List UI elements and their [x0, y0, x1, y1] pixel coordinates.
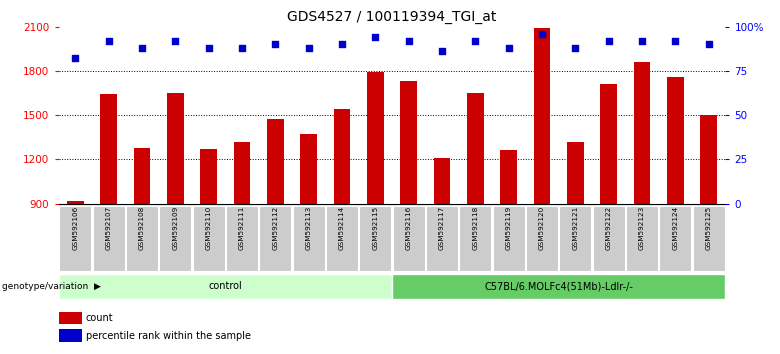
- FancyBboxPatch shape: [292, 206, 324, 270]
- Bar: [534, 28, 551, 336]
- FancyBboxPatch shape: [493, 206, 525, 270]
- Text: genotype/variation  ▶: genotype/variation ▶: [2, 282, 101, 291]
- Text: GSM592123: GSM592123: [639, 206, 645, 250]
- Bar: [467, 93, 484, 336]
- Point: [136, 45, 148, 51]
- Bar: [300, 134, 317, 336]
- Point: [536, 31, 548, 36]
- Bar: [567, 142, 583, 336]
- Bar: [633, 62, 651, 336]
- Bar: [434, 158, 450, 336]
- FancyBboxPatch shape: [426, 206, 458, 270]
- Text: GSM592109: GSM592109: [172, 206, 178, 250]
- Point: [502, 45, 515, 51]
- Point: [335, 41, 348, 47]
- Text: C57BL/6.MOLFc4(51Mb)-Ldlr-/-: C57BL/6.MOLFc4(51Mb)-Ldlr-/-: [484, 281, 633, 291]
- Text: GSM592112: GSM592112: [272, 206, 278, 250]
- Text: GSM592121: GSM592121: [573, 206, 578, 250]
- Text: percentile rank within the sample: percentile rank within the sample: [86, 331, 251, 341]
- FancyBboxPatch shape: [326, 206, 358, 270]
- Text: GSM592117: GSM592117: [439, 206, 445, 250]
- Text: GSM592125: GSM592125: [706, 206, 711, 250]
- Bar: [667, 77, 684, 336]
- Text: control: control: [208, 281, 242, 291]
- Point: [402, 38, 415, 44]
- FancyBboxPatch shape: [659, 206, 691, 270]
- Text: GSM592111: GSM592111: [239, 206, 245, 250]
- Point: [703, 41, 715, 47]
- FancyBboxPatch shape: [693, 206, 725, 270]
- FancyBboxPatch shape: [392, 274, 725, 299]
- Point: [602, 38, 615, 44]
- Point: [269, 41, 282, 47]
- Title: GDS4527 / 100119394_TGI_at: GDS4527 / 100119394_TGI_at: [287, 10, 497, 24]
- FancyBboxPatch shape: [526, 206, 558, 270]
- Point: [469, 38, 481, 44]
- Text: GSM592107: GSM592107: [105, 206, 112, 250]
- Point: [436, 48, 448, 54]
- Bar: [367, 72, 384, 336]
- Bar: [58, 329, 82, 342]
- FancyBboxPatch shape: [193, 206, 225, 270]
- FancyBboxPatch shape: [159, 206, 191, 270]
- Text: GSM592110: GSM592110: [206, 206, 211, 250]
- Text: count: count: [86, 313, 113, 323]
- Text: GSM592113: GSM592113: [306, 206, 311, 250]
- Text: GSM592120: GSM592120: [539, 206, 545, 250]
- Bar: [167, 93, 183, 336]
- Text: GSM592119: GSM592119: [505, 206, 512, 250]
- FancyBboxPatch shape: [93, 206, 125, 270]
- Text: GSM592122: GSM592122: [606, 206, 612, 250]
- Point: [69, 56, 81, 61]
- Point: [369, 34, 381, 40]
- Bar: [267, 120, 284, 336]
- Bar: [500, 150, 517, 336]
- Text: GSM592106: GSM592106: [73, 206, 78, 250]
- Bar: [58, 312, 82, 324]
- Point: [669, 38, 682, 44]
- Point: [569, 45, 582, 51]
- Point: [236, 45, 248, 51]
- FancyBboxPatch shape: [126, 206, 158, 270]
- Text: GSM592114: GSM592114: [339, 206, 345, 250]
- Bar: [334, 109, 350, 336]
- Point: [636, 38, 648, 44]
- FancyBboxPatch shape: [360, 206, 392, 270]
- FancyBboxPatch shape: [59, 206, 91, 270]
- FancyBboxPatch shape: [559, 206, 591, 270]
- Text: GSM592116: GSM592116: [406, 206, 412, 250]
- Bar: [100, 95, 117, 336]
- FancyBboxPatch shape: [58, 274, 392, 299]
- FancyBboxPatch shape: [226, 206, 258, 270]
- Bar: [700, 115, 717, 336]
- Point: [169, 38, 182, 44]
- Point: [202, 45, 215, 51]
- Bar: [67, 201, 83, 336]
- FancyBboxPatch shape: [626, 206, 658, 270]
- Point: [102, 38, 115, 44]
- Text: GSM592124: GSM592124: [672, 206, 679, 250]
- Text: GSM592118: GSM592118: [473, 206, 478, 250]
- Bar: [601, 84, 617, 336]
- Text: GSM592108: GSM592108: [139, 206, 145, 250]
- FancyBboxPatch shape: [392, 206, 424, 270]
- Point: [303, 45, 315, 51]
- Bar: [233, 142, 250, 336]
- Bar: [400, 81, 417, 336]
- Bar: [133, 148, 151, 336]
- FancyBboxPatch shape: [259, 206, 291, 270]
- Text: GSM592115: GSM592115: [372, 206, 378, 250]
- FancyBboxPatch shape: [459, 206, 491, 270]
- FancyBboxPatch shape: [593, 206, 625, 270]
- Bar: [200, 149, 217, 336]
